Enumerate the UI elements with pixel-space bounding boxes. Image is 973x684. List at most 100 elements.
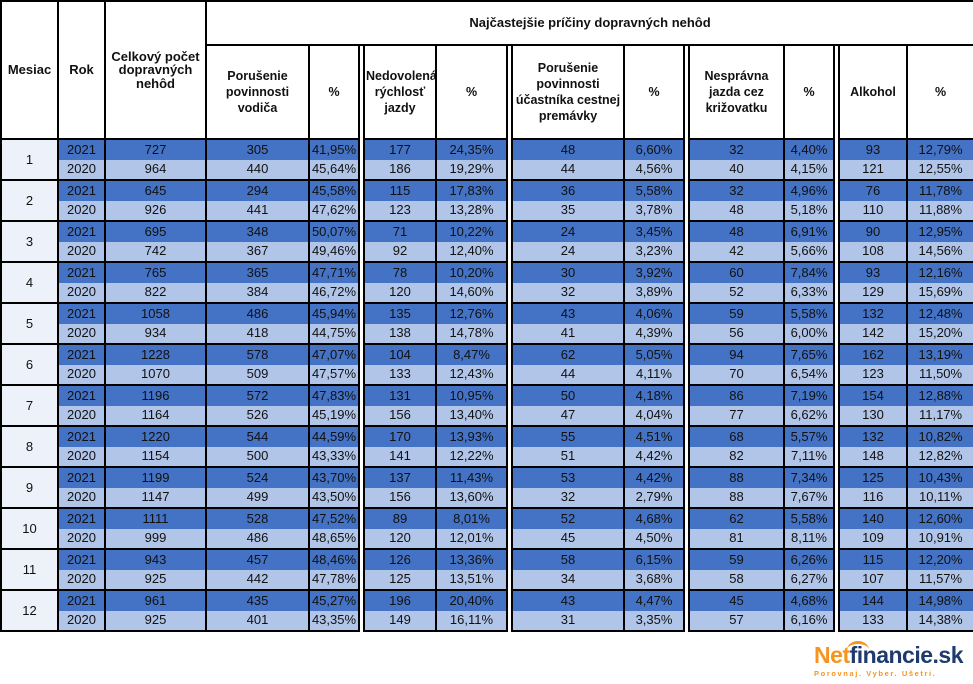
cause-value-cell: 116 [838,487,908,509]
column-gap [359,139,364,160]
column-gap [507,590,512,611]
cause-pct-cell: 47,71% [308,261,360,283]
column-gap [684,590,689,611]
table-row: 2020 934 418 44,75% 138 14,78% 41 4,39% 56 6,00% 1… [1,323,973,345]
column-gap [684,200,689,221]
cause-pct-cell: 48,65% [308,528,360,550]
col-header-cause-2: Nedovolená rýchlosť jazdy [363,44,437,140]
cause-value-cell: 76 [838,179,908,201]
cause-value-cell: 44 [511,364,625,386]
total-accidents-cell: 964 [104,159,207,181]
cause-value-cell: 135 [363,302,437,324]
cause-pct-cell: 7,11% [783,446,835,468]
month-cell: 2 [0,179,59,222]
month-cell: 4 [0,261,59,304]
column-gap [359,487,364,508]
cause-value-cell: 59 [688,548,785,570]
cause-pct-cell: 5,05% [623,343,685,365]
month-cell: 6 [0,343,59,386]
column-gap [834,282,839,303]
column-gap [507,528,512,549]
column-gap [507,405,512,426]
col-header-cause-3: Porušenie povinnosti účastníka cestnej p… [511,44,625,140]
col-header-mesiac: Mesiac [0,0,59,140]
cause-pct-cell: 3,92% [623,261,685,283]
cause-value-cell: 24 [511,220,625,242]
total-accidents-cell: 999 [104,528,207,550]
cause-pct-cell: 4,04% [623,405,685,427]
cause-value-cell: 196 [363,589,437,611]
column-gap [359,303,364,324]
cause-value-cell: 133 [838,610,908,632]
column-gap [834,549,839,570]
cause-pct-cell: 4,47% [623,589,685,611]
cause-value-cell: 60 [688,261,785,283]
column-gap [359,323,364,344]
cause-pct-cell: 16,11% [435,610,508,632]
cause-value-cell: 48 [688,220,785,242]
cause-value-cell: 77 [688,405,785,427]
cause-value-cell: 130 [838,405,908,427]
col-header-pct-2: % [435,44,508,140]
column-gap [359,344,364,365]
year-cell: 2021 [57,138,106,160]
cause-pct-cell: 47,07% [308,343,360,365]
table-row: 2020 964 440 45,64% 186 19,29% 44 4,56% 40 4,15% 1… [1,159,973,181]
cause-pct-cell: 12,16% [905,261,973,283]
cause-value-cell: 24 [511,241,625,263]
column-gap [359,467,364,488]
column-gap [684,180,689,201]
cause-value-cell: 524 [205,466,310,488]
column-gap [834,364,839,385]
cause-pct-cell: 4,06% [623,302,685,324]
logo-text: Netfinancie.sk [814,644,963,667]
column-gap [834,590,839,611]
cause-value-cell: 115 [838,548,908,570]
cause-pct-cell: 43,50% [308,487,360,509]
cause-value-cell: 126 [363,548,437,570]
cause-value-cell: 442 [205,569,310,591]
table-row: 2020 999 486 48,65% 120 12,01% 45 4,50% 81 8,11% 1… [1,528,973,550]
table-row: 2020 926 441 47,62% 123 13,28% 35 3,78% 48 5,18% 1… [1,200,973,222]
column-gap [507,549,512,570]
cause-pct-cell: 4,42% [623,446,685,468]
cause-pct-cell: 6,16% [783,610,835,632]
table-row: 7 2021 1196 572 47,83% 131 10,95% 50 4,18% 86 7,19… [0,384,973,427]
cause-pct-cell: 4,56% [623,159,685,181]
col-header-cause-1: Porušenie povinnosti vodiča [205,44,310,140]
cause-pct-cell: 20,40% [435,589,508,611]
cause-pct-cell: 45,19% [308,405,360,427]
cause-pct-cell: 11,78% [905,179,973,201]
cause-pct-cell: 10,91% [905,528,973,550]
column-gap [834,508,839,529]
cause-value-cell: 104 [363,343,437,365]
logo-text-net: Net [814,642,850,668]
cause-pct-cell: 43,33% [308,446,360,468]
column-gap [684,139,689,160]
cause-pct-cell: 5,66% [783,241,835,263]
cause-value-cell: 43 [511,302,625,324]
cause-pct-cell: 7,65% [783,343,835,365]
cause-pct-cell: 6,54% [783,364,835,386]
year-cell: 2021 [57,425,106,447]
cause-value-cell: 42 [688,241,785,263]
cause-pct-cell: 4,11% [623,364,685,386]
cause-pct-cell: 12,43% [435,364,508,386]
cause-value-cell: 132 [838,425,908,447]
cause-value-cell: 50 [511,384,625,406]
col-header-total: Celkový počet dopravných nehôd [104,0,207,140]
cause-pct-cell: 4,96% [783,179,835,201]
cause-value-cell: 82 [688,446,785,468]
cause-value-cell: 88 [688,487,785,509]
cause-value-cell: 509 [205,364,310,386]
month-cell: 5 [0,302,59,345]
header-title-row: Mesiac Rok Celkový počet dopravných nehô… [0,0,973,140]
month-cell: 11 [0,548,59,591]
cause-pct-cell: 24,35% [435,138,508,160]
total-accidents-cell: 1147 [104,487,207,509]
cause-pct-cell: 4,50% [623,528,685,550]
cause-value-cell: 93 [838,138,908,160]
cause-pct-cell: 47,57% [308,364,360,386]
column-gap [684,426,689,447]
cause-value-cell: 62 [688,507,785,529]
